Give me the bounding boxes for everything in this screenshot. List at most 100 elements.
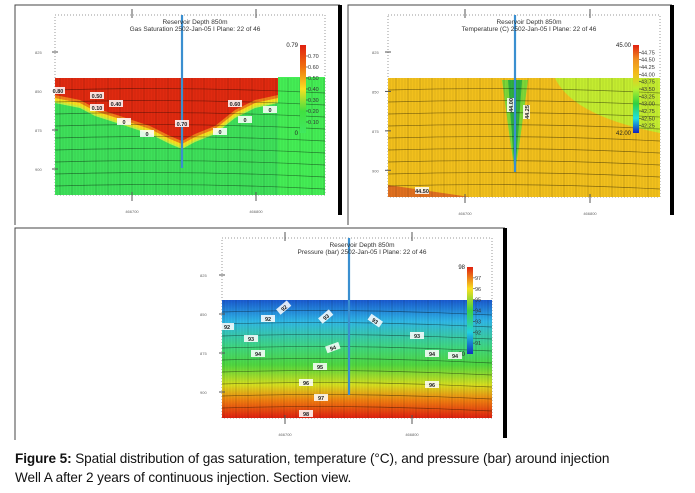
y-tick-label: 825 [200, 273, 207, 278]
grid-line-horizontal [221, 310, 493, 316]
grid-line-horizontal [221, 370, 493, 376]
contour-label: 93 [318, 309, 334, 324]
x-tick-label: 466700 [278, 432, 292, 437]
contour-label-bg [314, 394, 328, 401]
contour-label-bg [213, 128, 227, 135]
contour-label: 93 [367, 313, 384, 328]
grid-line-horizontal [54, 88, 326, 94]
colorbar-tick-label: 43.75 [641, 80, 655, 86]
grid-line-horizontal [54, 148, 326, 154]
y-tick-label: 825 [35, 50, 42, 55]
contour-label-bg [448, 352, 462, 359]
contour-label: 0.70 [175, 120, 189, 128]
panel-border [347, 4, 672, 225]
contour-label: 93 [244, 335, 258, 343]
grid-line-horizontal [221, 346, 493, 352]
figure-label: Figure 5: [15, 451, 72, 466]
grid-line-horizontal [221, 394, 493, 400]
panel-border [14, 227, 505, 440]
colorbar-tick-label: 0.10 [308, 120, 319, 126]
contour-label-bg [299, 410, 313, 417]
contour-label-bg [415, 187, 429, 194]
grid-line-horizontal [54, 124, 326, 130]
colorbar-tick-label: 43.50 [641, 87, 655, 93]
plot-title-line-2: Gas Saturation 2502-Jan-05 I Plane: 22 o… [130, 26, 261, 33]
x-tick-label: 466800 [405, 432, 419, 437]
contour-label: 96 [425, 381, 439, 389]
contour-label-text: 0 [122, 120, 125, 126]
contour-label-text: 44.00 [509, 98, 515, 112]
contour-label: 0.40 [109, 100, 123, 108]
colorbar-tick-label: 0.60 [308, 65, 319, 71]
colorbar-tick-label: 92 [475, 330, 481, 336]
panel-divider [670, 5, 674, 215]
grid-line-horizontal [221, 406, 493, 412]
contour-label: 95 [313, 363, 327, 371]
contour-label: 94 [448, 352, 462, 360]
contour-label: 0.60 [228, 100, 242, 108]
y-tick-label: 825 [372, 50, 379, 55]
contour-label-bg [425, 350, 439, 357]
y-tick-label: 875 [35, 128, 42, 133]
contour-label-bg [228, 100, 242, 107]
contour-label-bg [90, 104, 104, 111]
contour-label: 93 [410, 332, 424, 340]
contour-label-bg [425, 381, 439, 388]
y-tick-label: 850 [35, 89, 42, 94]
colorbar-tick-label: 93 [475, 319, 481, 325]
contour-label-text: 0 [218, 130, 221, 136]
grid-line-horizontal [221, 382, 493, 388]
plot-title-line-1: Reservoir Depth 850m [329, 242, 394, 249]
contour-label-text: 94 [452, 354, 459, 360]
contour-label: 0 [117, 118, 131, 126]
figure-caption-line-1: Figure 5: Spatial distribution of gas sa… [15, 451, 609, 466]
colorbar-tick-label: 0.20 [308, 109, 319, 115]
contour-label-bg [238, 116, 252, 123]
figure-5: Reservoir Depth 850m Gas Saturation 2502-… [14, 4, 674, 440]
x-tick-label: 466800 [583, 211, 597, 216]
contour-label-bg [220, 323, 234, 330]
contour-label-text: 96 [303, 381, 309, 387]
colorbar-tick-label: 42.50 [641, 116, 655, 122]
contour-label-text: 0 [268, 108, 271, 114]
contour-label-text: 92 [224, 325, 230, 331]
contour-label-text: 93 [414, 334, 420, 340]
contour-label-text: 0.10 [92, 106, 103, 112]
contour-label-bg [523, 105, 530, 119]
contour-label-text: 93 [370, 318, 378, 326]
contour-label-bg [313, 363, 327, 370]
contour-label-text: 44.50 [415, 189, 429, 195]
grid-line-horizontal [221, 322, 493, 328]
contour-label-bg [367, 313, 384, 328]
colorbar-tick-label: 0.40 [308, 87, 319, 93]
plot-title-line-2: Temperature (C) 2502-Jan-05 I Plane: 22 … [462, 26, 597, 33]
colorbar-tick-label: 44.75 [641, 50, 655, 56]
contour-label-text: 0.70 [177, 122, 188, 128]
contour-label-text: 92 [280, 304, 289, 313]
grid-line-horizontal [387, 124, 661, 130]
grid-line-horizontal [387, 100, 661, 106]
colorbar-tick-label: 43.00 [641, 102, 655, 108]
contour-label-bg [507, 98, 514, 112]
contour-label-text: 0.50 [92, 94, 103, 100]
contour-label: 92 [276, 300, 292, 315]
colorbar-min-label: 0 [295, 131, 299, 137]
contour-label-text: 94 [429, 352, 436, 358]
contour-label: 44.00 [507, 98, 515, 112]
colorbar-tick-label: 96 [475, 287, 481, 293]
colorbar-tick-label: 44.50 [641, 58, 655, 64]
contour-label-bg [318, 309, 334, 324]
colorbar-tick-label: 97 [475, 276, 481, 282]
figure-caption-line-2: Well A after 2 years of continuous injec… [15, 470, 352, 485]
colorbar [633, 45, 639, 133]
x-tick-label: 466700 [125, 209, 139, 214]
panel-divider [503, 228, 507, 438]
colorbar-tick-label: 94 [475, 309, 481, 315]
contour-label: 98 [299, 410, 313, 418]
grid-line-horizontal [387, 172, 661, 178]
contour-label-text: 0 [145, 132, 148, 138]
contour-label-bg [263, 106, 277, 113]
contour-label-bg [90, 92, 104, 99]
